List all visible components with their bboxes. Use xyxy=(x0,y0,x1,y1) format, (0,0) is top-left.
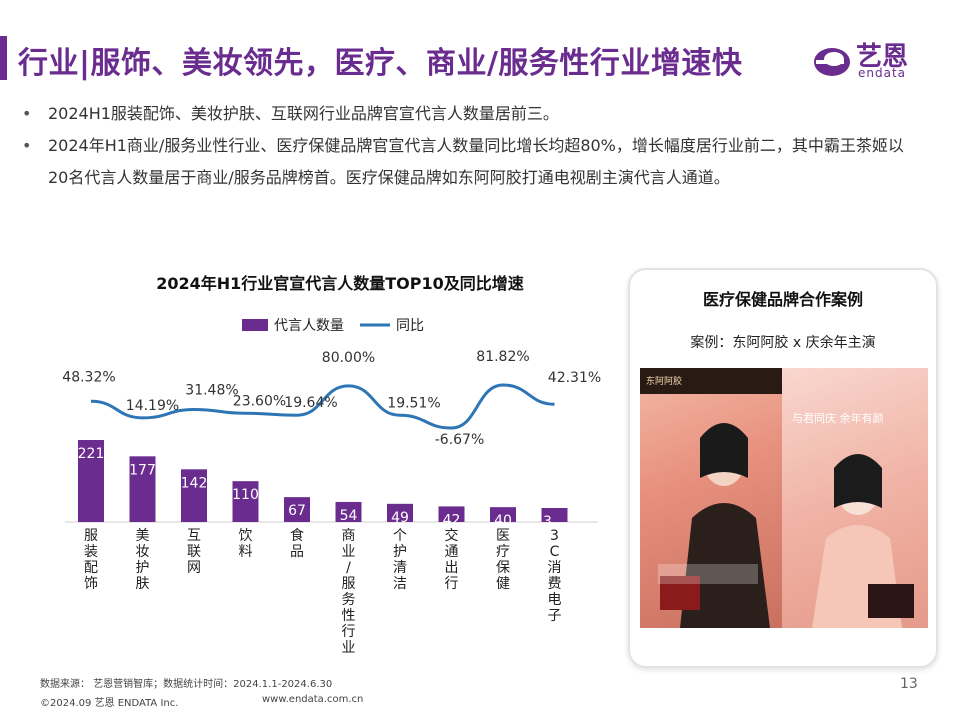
growth-value-label: 14.19% xyxy=(126,398,179,414)
bar-value-label: 110 xyxy=(232,487,259,503)
growth-value-label: 19.64% xyxy=(284,395,337,411)
poster-image-right: 与君同庆 余年有颜 xyxy=(782,368,928,628)
bar-value-label: 221 xyxy=(78,446,105,462)
bar xyxy=(335,501,362,522)
bullet-item: • 2024H1服装配饰、美妆护肤、互联网行业品牌官宣代言人数量居前三。 xyxy=(22,98,922,130)
bar-value-label: 177 xyxy=(129,462,156,478)
bar xyxy=(387,503,413,522)
bullet-text: 2024H1服装配饰、美妆护肤、互联网行业品牌官宣代言人数量居前三。 xyxy=(48,104,559,123)
bar xyxy=(181,469,207,522)
bar-value-label: 142 xyxy=(181,475,208,491)
website-url: www.endata.com.cn xyxy=(262,694,364,705)
growth-value-label: 81.82% xyxy=(476,349,529,365)
category-label: 商业/服务性行业 xyxy=(342,528,356,656)
category-label: 3 C 消费电子 xyxy=(548,528,562,624)
logo-text-cn: 艺恩 xyxy=(856,42,909,72)
bullet-marker: • xyxy=(22,104,32,123)
bar xyxy=(490,507,516,522)
bar xyxy=(232,481,259,522)
data-source: 数据来源： 艺恩营销智库；数据统计时间：2024.1.1-2024.6.30 xyxy=(40,679,333,690)
bar-line-chart: 代言人数量 同比 221 服装配饰 177 美妆护肤 142 互联网 110 饮料 67 食品 54 商业… xyxy=(62,318,601,656)
bar xyxy=(284,497,310,522)
category-label: 食品 xyxy=(290,527,304,560)
bar xyxy=(129,456,156,522)
poster-figure-left xyxy=(640,368,782,628)
poster-caption-right: 与君同庆 余年有颜 xyxy=(792,412,884,425)
bar xyxy=(78,440,104,522)
growth-line xyxy=(90,383,555,430)
bar xyxy=(438,506,465,522)
growth-value-label: 31.48% xyxy=(185,382,238,398)
page-number: 13 xyxy=(900,676,918,692)
bar xyxy=(541,508,568,522)
legend-label-bar: 代言人数量 xyxy=(274,318,344,334)
category-label: 互联网 xyxy=(187,528,201,576)
poster-figure-right xyxy=(812,454,914,628)
category-label: 服装配饰 xyxy=(84,528,98,592)
bar-value-label: 54 xyxy=(340,508,358,524)
title-accent-bar xyxy=(0,36,7,80)
legend-swatch-bar xyxy=(242,319,268,331)
bar-value-label: 49 xyxy=(391,510,409,526)
bar-value-label: 42 xyxy=(443,512,461,528)
chart-title: 2024年H1行业官宣代言人数量TOP10及同比增速 xyxy=(156,274,524,293)
page-title: 行业|服饰、美妆领先，医疗、商业/服务性行业增速快 xyxy=(18,46,743,81)
growth-value-label: 80.00% xyxy=(322,350,375,366)
poster-caption-left: 东阿阿胶 xyxy=(646,377,683,387)
bullet-text: 2024年H1商业/服务业性行业、医疗保健品牌官宣代言人数量同比增长均超80%，… xyxy=(48,136,904,187)
bullet-list: • 2024H1服装配饰、美妆护肤、互联网行业品牌官宣代言人数量居前三。 • 2… xyxy=(22,98,922,194)
case-card-title: 医疗保健品牌合作案例 xyxy=(702,290,863,309)
bar-value-label: 67 xyxy=(288,503,306,519)
growth-value-label: 19.51% xyxy=(387,395,440,411)
growth-value-label: 48.32% xyxy=(62,369,115,385)
bar-value-label: 3… xyxy=(543,514,566,530)
growth-value-label: 23.60% xyxy=(233,393,286,409)
category-label: 饮料 xyxy=(239,528,253,560)
growth-value-label: -6.67% xyxy=(435,432,485,448)
category-label: 医疗保健 xyxy=(496,528,510,592)
category-label: 美妆护肤 xyxy=(136,528,150,592)
logo-mark-icon xyxy=(814,48,850,76)
copyright: ©2024.09 艺恩 ENDATA Inc. xyxy=(40,698,179,709)
bullet-marker: • xyxy=(22,136,32,155)
category-label: 个护清洁 xyxy=(393,528,407,592)
endata-logo: 艺恩 endata xyxy=(812,36,932,84)
poster-image-left: 东阿阿胶 xyxy=(640,368,782,628)
growth-value-label: 42.31% xyxy=(548,370,601,386)
bullet-item: • 2024年H1商业/服务业性行业、医疗保健品牌官宣代言人数量同比增长均超80… xyxy=(22,130,922,194)
case-card-subtitle: 案例：东阿阿胶 x 庆余年主演 xyxy=(690,335,876,351)
bar-value-label: 40 xyxy=(494,513,512,529)
legend-label-line: 同比 xyxy=(396,318,424,334)
logo-text-en: endata xyxy=(858,66,907,80)
category-label: 交通出行 xyxy=(445,527,459,592)
case-card: 医疗保健品牌合作案例 案例：东阿阿胶 x 庆余年主演 东阿阿胶 与君同庆 余年有… xyxy=(628,268,938,668)
